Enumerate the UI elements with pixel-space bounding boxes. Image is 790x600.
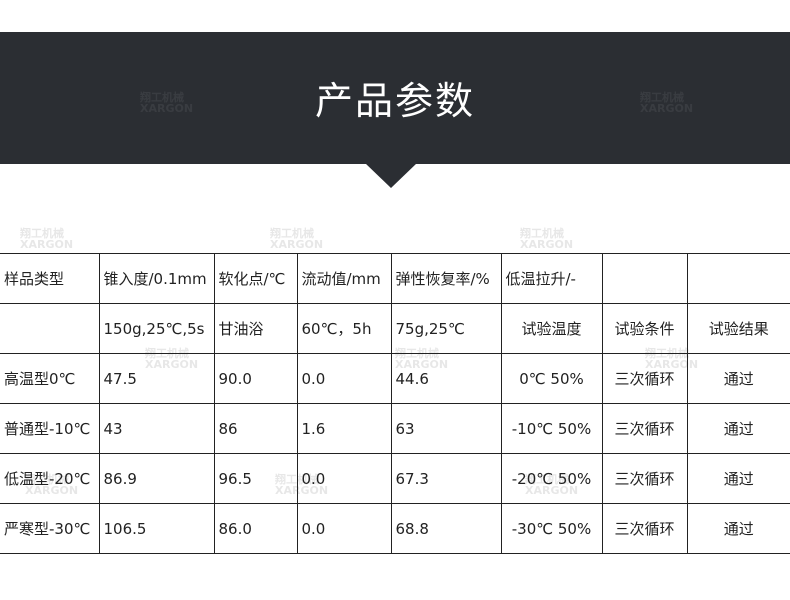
cell-elastic-recovery: 67.3 <box>390 453 502 504</box>
cell-penetration: 47.5 <box>98 353 215 404</box>
table-header-row: 样品类型 锥入度/0.1mm 软化点/℃ 流动值/mm 弹性恢复率/% 低温拉升/- <box>0 253 790 304</box>
page-title: 产品参数 <box>314 79 475 123</box>
cell-softening-point: 86.0 <box>213 503 298 554</box>
cell-test-result: 通过 <box>686 403 790 454</box>
cell-sample-type: 普通型-10℃ <box>0 403 100 454</box>
cell-test-result: 通过 <box>686 503 790 554</box>
cell-elastic-recovery: 44.6 <box>390 353 502 404</box>
cell-flow-value: 流动值/mm <box>296 253 392 304</box>
cell-test-temperature: 低温拉升/- <box>500 253 603 304</box>
cell-sample-type: 低温型-20℃ <box>0 453 100 504</box>
watermark-logo: 翔工机械 XARGON <box>640 92 693 114</box>
cell-test-temperature: 试验温度 <box>500 303 603 354</box>
watermark-logo: 翔工机械 XARGON <box>20 228 73 250</box>
cell-elastic-recovery: 弹性恢复率/% <box>390 253 502 304</box>
cell-elastic-recovery: 75g,25℃ <box>390 303 502 354</box>
cell-flow-value: 0.0 <box>296 353 392 404</box>
cell-test-temperature: 0℃ 50% <box>500 353 603 404</box>
cell-test-temperature: -30℃ 50% <box>500 503 603 554</box>
cell-test-condition: 三次循环 <box>601 503 688 554</box>
title-banner <box>0 32 790 164</box>
cell-test-result: 通过 <box>686 353 790 404</box>
cell-test-result <box>686 253 790 304</box>
watermark-logo: 翔工机械 XARGON <box>270 228 323 250</box>
watermark-cn: 翔工机械 <box>140 91 184 104</box>
watermark-en: XARGON <box>270 238 324 251</box>
cell-sample-type: 高温型0℃ <box>0 353 100 404</box>
watermark-cn: 翔工机械 <box>270 227 314 240</box>
cell-penetration: 锥入度/0.1mm <box>98 253 215 304</box>
watermark-en: XARGON <box>140 102 194 115</box>
cell-test-temperature: -20℃ 50% <box>500 453 603 504</box>
watermark-cn: 翔工机械 <box>20 227 64 240</box>
cell-softening-point: 96.5 <box>213 453 298 504</box>
product-parameters-table: 样品类型 锥入度/0.1mm 软化点/℃ 流动值/mm 弹性恢复率/% 低温拉升/- 150… <box>0 253 790 554</box>
cell-sample-type: 严寒型-30℃ <box>0 503 100 554</box>
cell-flow-value: 60℃，5h <box>296 303 392 354</box>
cell-penetration: 150g,25℃,5s <box>98 303 215 354</box>
table-condition-row: 150g,25℃,5s 甘油浴 60℃，5h 75g,25℃ 试验温度 试验条件 试验结果 <box>0 303 790 354</box>
cell-test-condition: 三次循环 <box>601 453 688 504</box>
cell-test-condition: 三次循环 <box>601 403 688 454</box>
table-row: 严寒型-30℃ 106.5 86.0 0.0 68.8 -30℃ 50% 三次循环 通过 <box>0 503 790 554</box>
watermark-en: XARGON <box>640 102 694 115</box>
table-row: 高温型0℃ 47.5 90.0 0.0 44.6 0℃ 50% 三次循环 通过 <box>0 353 790 404</box>
table-row: 普通型-10℃ 43 86 1.6 63 -10℃ 50% 三次循环 通过 <box>0 403 790 454</box>
table-row: 低温型-20℃ 86.9 96.5 0.0 67.3 -20℃ 50% 三次循环 通过 <box>0 453 790 504</box>
watermark-cn: 翔工机械 <box>640 91 684 104</box>
cell-sample-type <box>0 303 100 354</box>
cell-softening-point: 软化点/℃ <box>213 253 298 304</box>
watermark-logo: 翔工机械 XARGON <box>140 92 193 114</box>
cell-sample-type: 样品类型 <box>0 253 100 304</box>
watermark-cn: 翔工机械 <box>520 227 564 240</box>
cell-test-condition <box>601 253 688 304</box>
cell-test-condition: 试验条件 <box>601 303 688 354</box>
banner-arrow <box>365 163 417 188</box>
cell-penetration: 86.9 <box>98 453 215 504</box>
cell-flow-value: 0.0 <box>296 453 392 504</box>
cell-elastic-recovery: 68.8 <box>390 503 502 554</box>
watermark-logo: 翔工机械 XARGON <box>520 228 573 250</box>
cell-test-temperature: -10℃ 50% <box>500 403 603 454</box>
cell-flow-value: 0.0 <box>296 503 392 554</box>
watermark-en: XARGON <box>20 238 74 251</box>
cell-penetration: 106.5 <box>98 503 215 554</box>
cell-test-result: 试验结果 <box>686 303 790 354</box>
cell-flow-value: 1.6 <box>296 403 392 454</box>
cell-softening-point: 90.0 <box>213 353 298 404</box>
cell-penetration: 43 <box>98 403 215 454</box>
cell-test-condition: 三次循环 <box>601 353 688 404</box>
cell-elastic-recovery: 63 <box>390 403 502 454</box>
cell-softening-point: 甘油浴 <box>213 303 298 354</box>
cell-test-result: 通过 <box>686 453 790 504</box>
cell-softening-point: 86 <box>213 403 298 454</box>
watermark-en: XARGON <box>520 238 574 251</box>
